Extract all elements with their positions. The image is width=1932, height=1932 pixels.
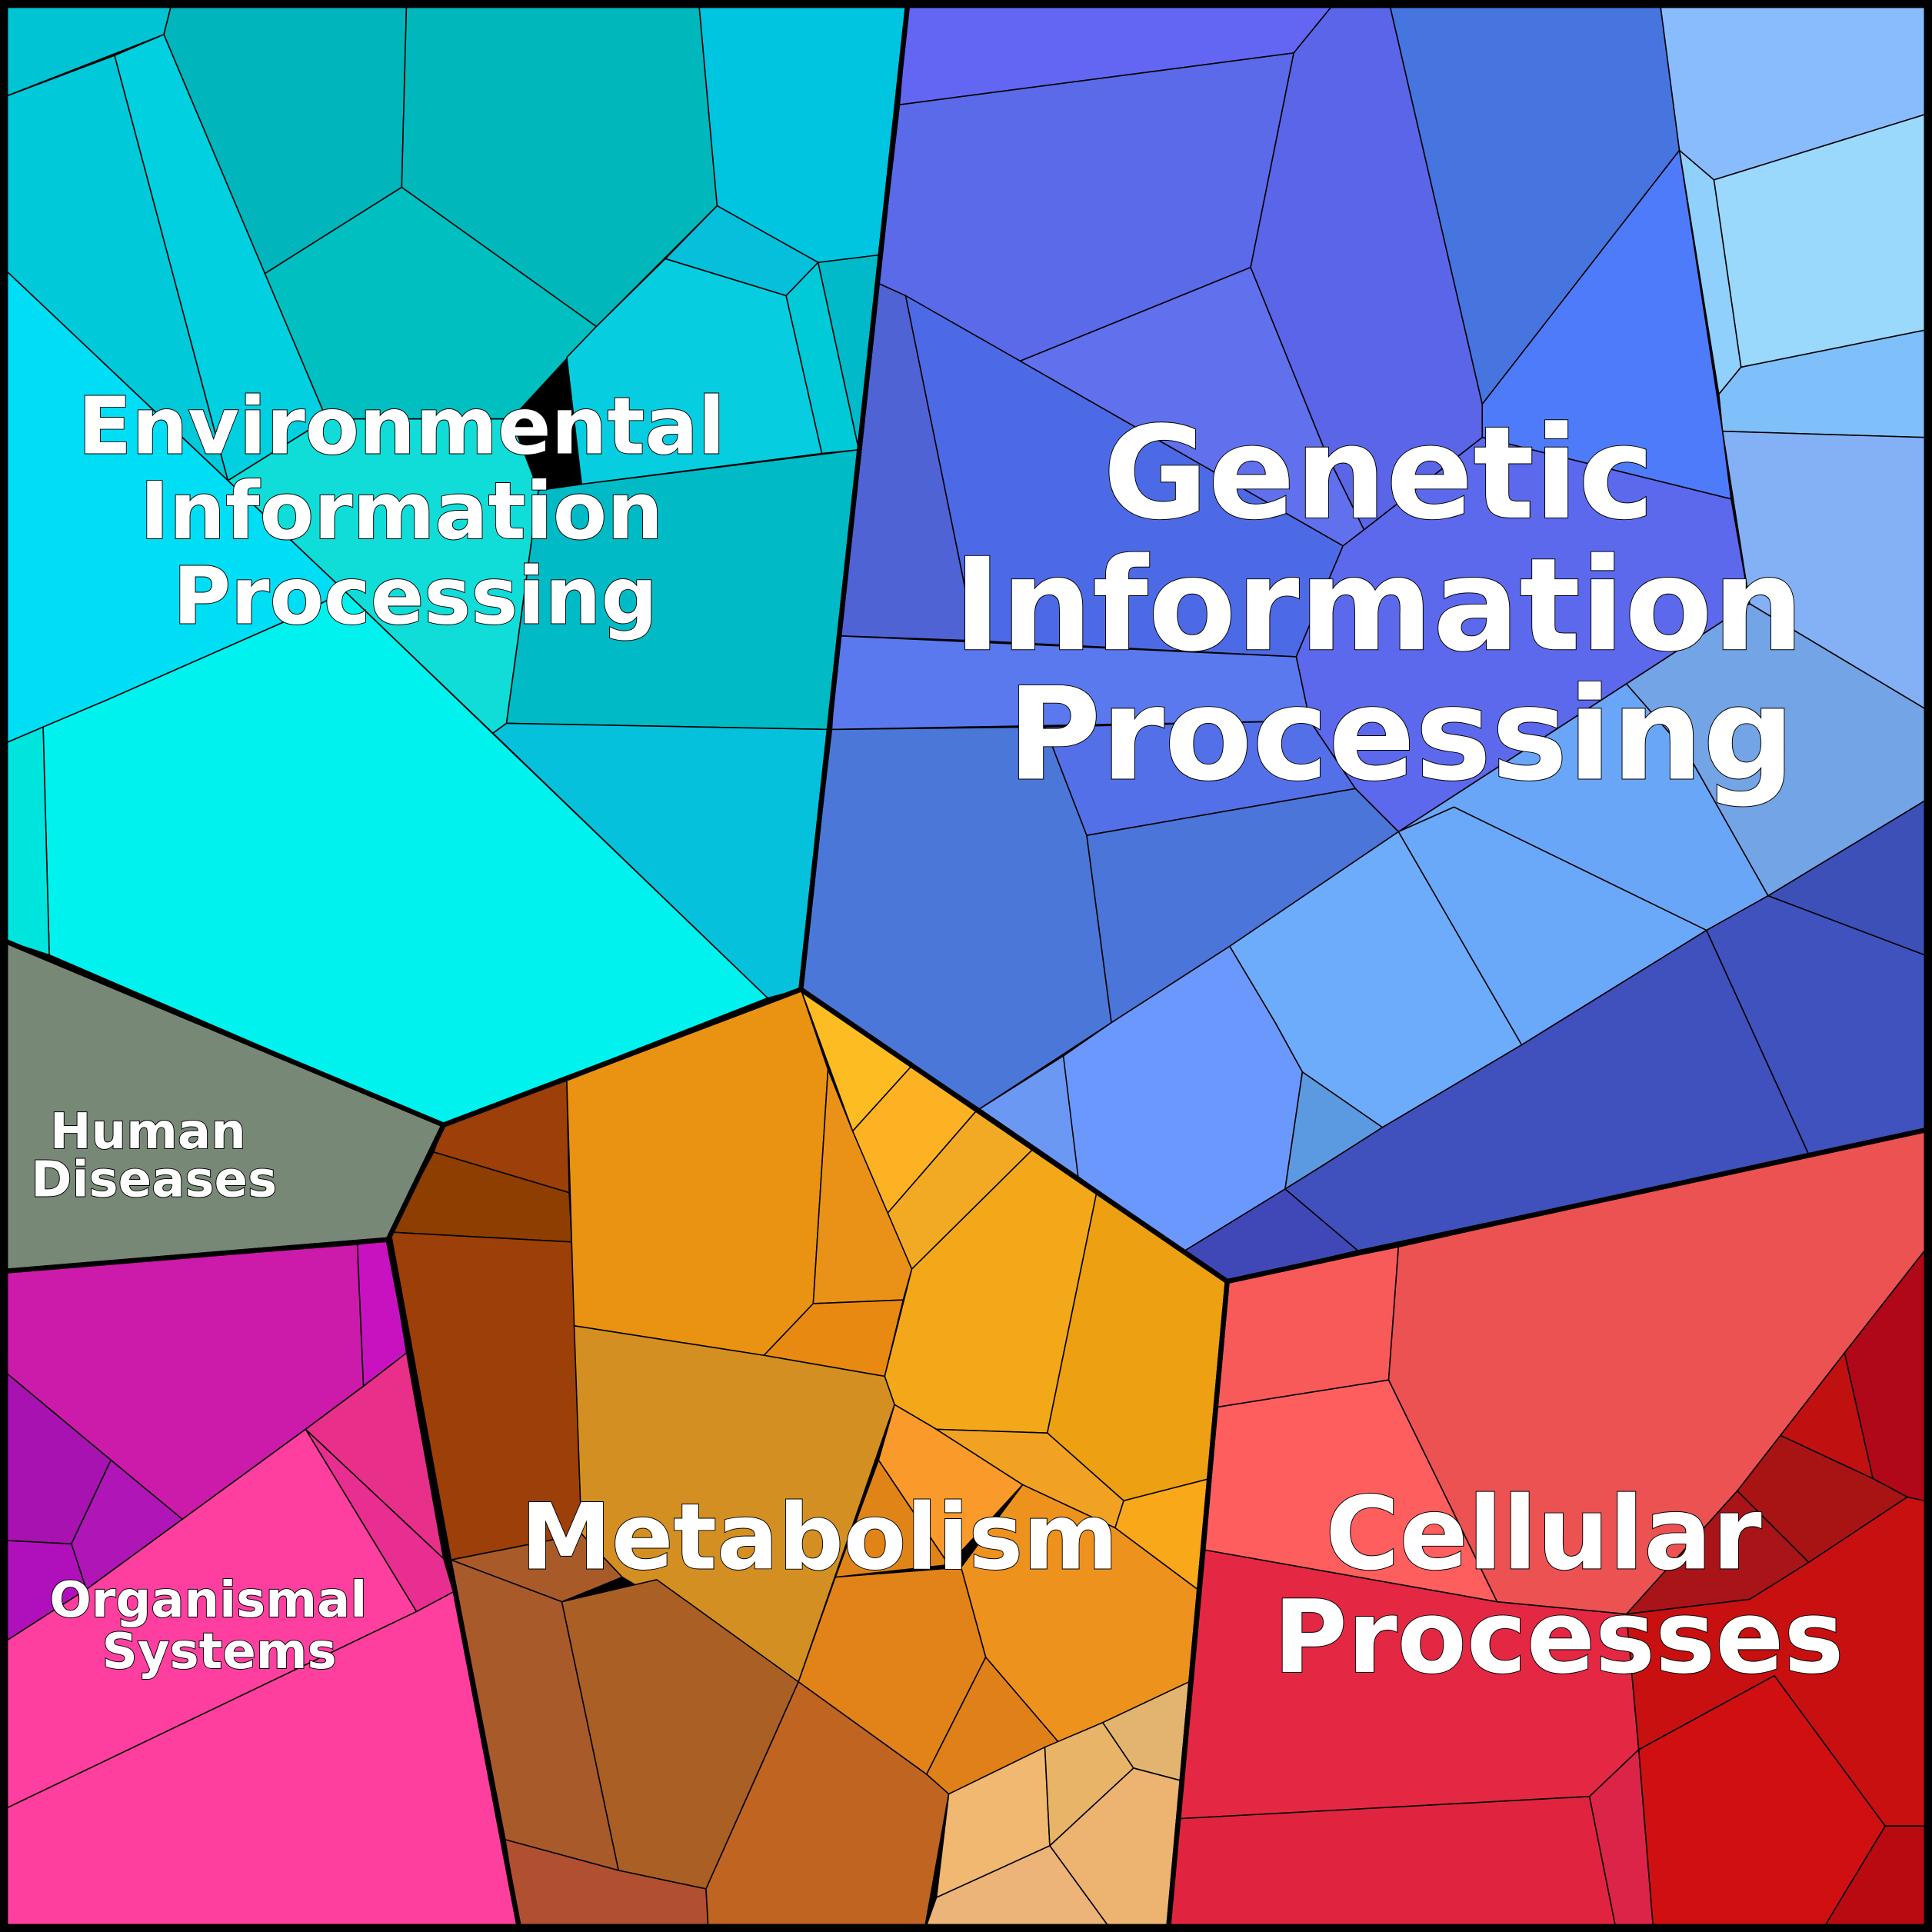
metabolism-cell — [878, 1404, 1024, 1566]
genetic-cell — [1018, 266, 1365, 547]
environmental-cell — [42, 591, 769, 1126]
region-metabolism — [385, 987, 1230, 1932]
label-organismal: Organismal Systems — [49, 1572, 384, 1681]
environmental-cell — [401, 0, 718, 328]
metabolism-cell — [834, 1458, 950, 1578]
environmental-cell — [0, 726, 50, 956]
metabolism-cell — [923, 1844, 1114, 1932]
genetic-cell — [1481, 148, 1732, 500]
label-human-diseases: Human Diseases — [31, 1104, 277, 1208]
label-genetic: Genetic Information Processing — [954, 399, 1849, 810]
cellular-cell — [1820, 1825, 1926, 1932]
label-metabolism: Metabolism — [521, 1484, 1118, 1590]
label-cellular: Cellular Processes — [1274, 1474, 1844, 1696]
cellular-cell — [1588, 1748, 1654, 1932]
label-environmental: Environmental Information Processing — [78, 381, 752, 643]
organismal-cell — [0, 1428, 418, 1812]
region-cellular — [1165, 1126, 1932, 1932]
cellular-cell — [1167, 1795, 1617, 1932]
region-organismal — [0, 1237, 523, 1932]
